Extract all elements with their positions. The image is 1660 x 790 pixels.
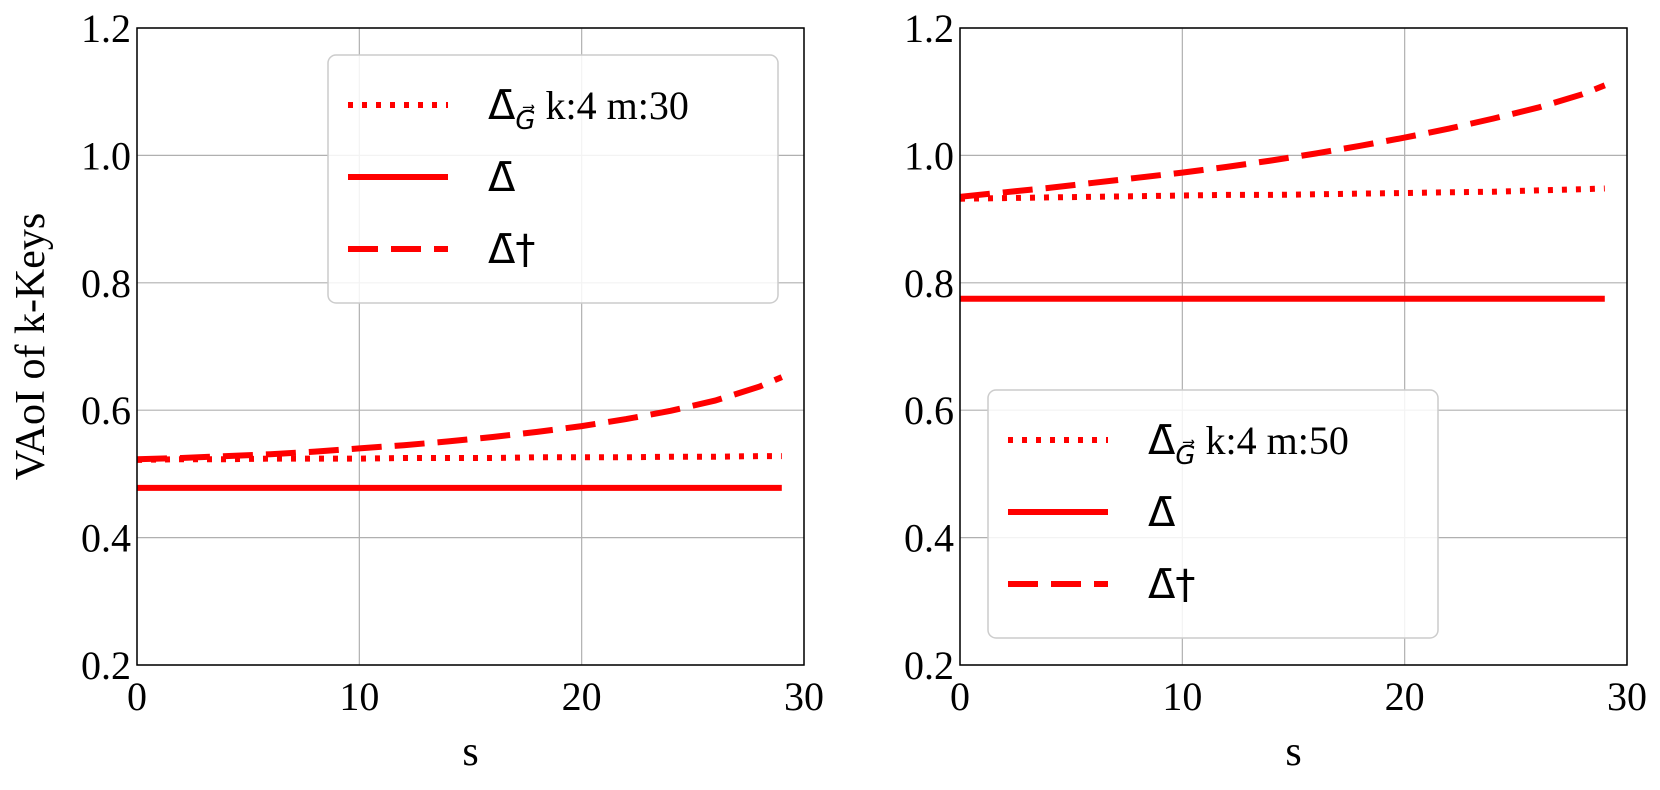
legend: Δ̄G⃗ k:4 m:50Δ̄Δ̄†: [987, 389, 1439, 639]
series-line-dashed: [959, 82, 1606, 200]
legend-entry: Δ̄G⃗ k:4 m:30: [488, 83, 689, 136]
y-axis-label: VAoI of k-Keys: [8, 213, 54, 481]
x-tick-label: 0: [127, 674, 147, 719]
legend-symbol: Δ̄†: [488, 227, 535, 273]
legend-entry: Δ̄: [1148, 490, 1176, 536]
legend: Δ̄G⃗ k:4 m:30Δ̄Δ̄†: [327, 54, 779, 304]
legend-label: k:4 m:30: [546, 83, 689, 128]
y-tick-label: 0.8: [904, 261, 954, 306]
x-axis-label: s: [462, 729, 478, 775]
y-tick-label: 0.4: [81, 516, 131, 561]
x-tick-label: 10: [1162, 674, 1202, 719]
x-tick-label: 0: [950, 674, 970, 719]
x-tick-label: 30: [1607, 674, 1647, 719]
series-line-dashed: [136, 374, 783, 463]
y-tick-label: 1.0: [81, 133, 131, 178]
y-tick-label: 0.6: [904, 388, 954, 433]
y-tick-label: 0.8: [81, 261, 131, 306]
chart-panel-2: 0 10 20 300.20.40.60.81.01.2sΔ̄G⃗ k:4 m:50Δ̄…: [904, 6, 1647, 775]
legend-entry: Δ̄: [488, 155, 516, 201]
y-tick-label: 1.2: [81, 6, 131, 51]
legend-symbol: Δ̄†: [1148, 562, 1195, 608]
y-tick-label: 1.2: [904, 6, 954, 51]
legend-label: k:4 m:50: [1206, 418, 1349, 463]
x-tick-label: 20: [1385, 674, 1425, 719]
y-tick-label: 0.4: [904, 516, 954, 561]
legend-entry: Δ̄G⃗ k:4 m:50: [1148, 418, 1349, 471]
plot-frame: [136, 27, 805, 666]
y-tick-label: 0.2: [81, 643, 131, 688]
legend-box: [987, 389, 1439, 639]
legend-symbol: Δ̄: [1148, 418, 1176, 464]
x-axis-label: s: [1285, 729, 1301, 775]
x-tick-label: 10: [339, 674, 379, 719]
legend-entry: Δ̄†: [1148, 562, 1195, 608]
y-tick-label: 1.0: [904, 133, 954, 178]
legend-subscript: G⃗: [515, 104, 535, 136]
y-tick-label: 0.2: [904, 643, 954, 688]
legend-entry: Δ̄†: [488, 227, 535, 273]
legend-subscript: G⃗: [1175, 439, 1195, 471]
y-tick-label: 0.6: [81, 388, 131, 433]
series-line-dotted: [959, 185, 1605, 202]
plot-frame: [959, 27, 1628, 666]
legend-box: [327, 54, 779, 304]
chart-panel-1: 0 10 20 30 0.2 0.4 0.6 0.8 1.0 1.2 s VAoI of k-Keys…: [8, 6, 824, 775]
x-tick-label: 20: [562, 674, 602, 719]
legend-symbol: Δ̄: [488, 155, 516, 201]
x-tick-label: 30: [784, 674, 824, 719]
legend-symbol: Δ̄: [488, 83, 516, 129]
legend-symbol: Δ̄: [1148, 490, 1176, 536]
